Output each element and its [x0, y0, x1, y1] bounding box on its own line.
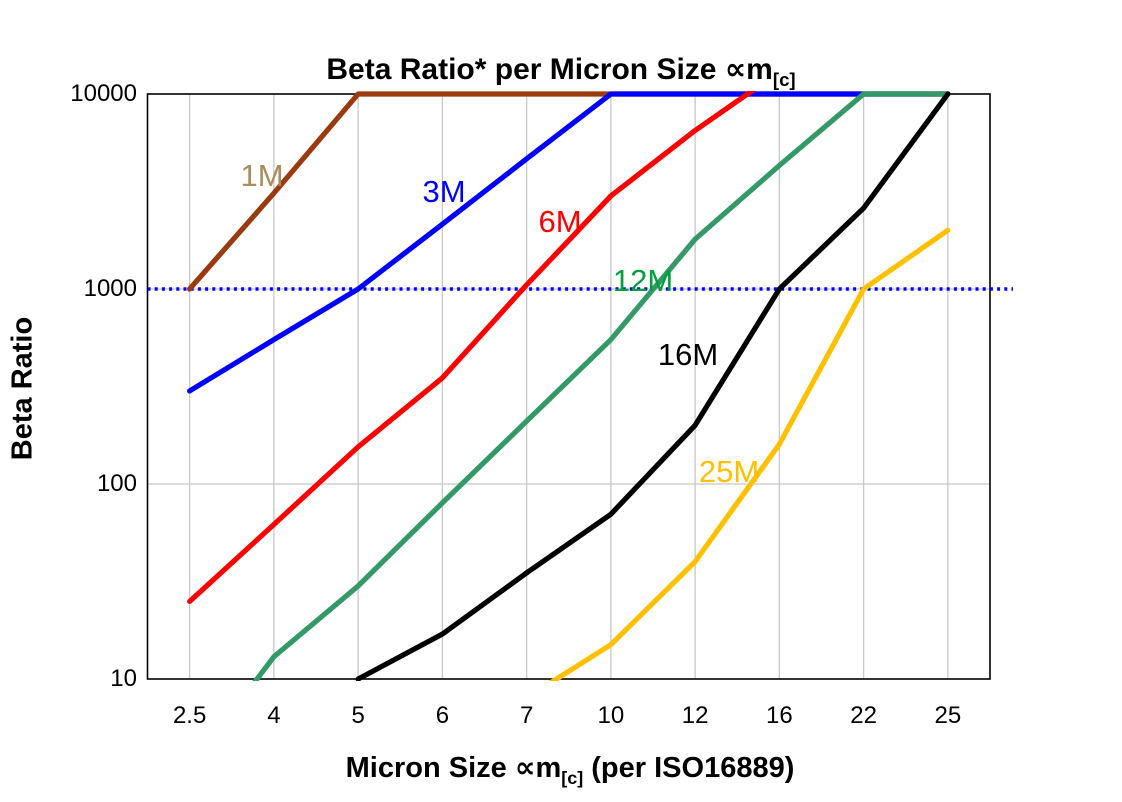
series-label-3m: 3M: [422, 174, 466, 209]
series-line-3m: [187, 91, 951, 394]
series-label-1m: 1M: [240, 158, 284, 193]
x-axis-title-suffix: (per ISO16889): [583, 752, 795, 784]
y-tick-label-100: 100: [96, 470, 137, 497]
x-tick-label-10: 10: [597, 702, 625, 729]
x-tick-label-4: 4: [267, 702, 281, 729]
series-label-25m: 25M: [698, 454, 760, 489]
series-line-25m: [548, 227, 951, 681]
y-tick-label-10: 10: [110, 665, 137, 692]
chart-title: Beta Ratio* per Micron Size ∝m[c]: [0, 52, 1122, 91]
series-label-12m: 12M: [612, 263, 674, 298]
series-line-16m: [355, 91, 951, 681]
x-tick-label-22: 22: [850, 702, 877, 729]
x-axis-title-subscript: [c]: [561, 767, 584, 788]
x-axis-title-text: Micron Size: [345, 752, 515, 784]
x-axis-title: Micron Size ∝m[c] (per ISO16889): [0, 750, 1122, 789]
series-line-6m: [187, 91, 757, 605]
x-tick-label-7: 7: [519, 702, 534, 729]
chart-title-text: Beta Ratio* per Micron Size: [326, 53, 725, 86]
proportional-symbol: ∝m: [724, 53, 773, 86]
chart-title-subscript: [c]: [772, 69, 796, 90]
x-tick-label-5: 5: [351, 702, 365, 729]
series-label-16m: 16M: [657, 337, 719, 372]
series-label-6m: 6M: [538, 204, 582, 239]
series-line-12m: [252, 91, 951, 681]
x-tick-label-6: 6: [435, 702, 450, 729]
x-tick-label-16: 16: [766, 702, 793, 729]
x-tick-label-25: 25: [934, 702, 962, 729]
x-tick-label-2.5: 2.5: [172, 702, 207, 729]
x-proportional-symbol: ∝m: [514, 752, 562, 784]
y-tick-label-10000: 10000: [70, 80, 137, 107]
y-tick-label-1000: 1000: [83, 275, 137, 302]
x-tick-label-12: 12: [681, 702, 709, 729]
